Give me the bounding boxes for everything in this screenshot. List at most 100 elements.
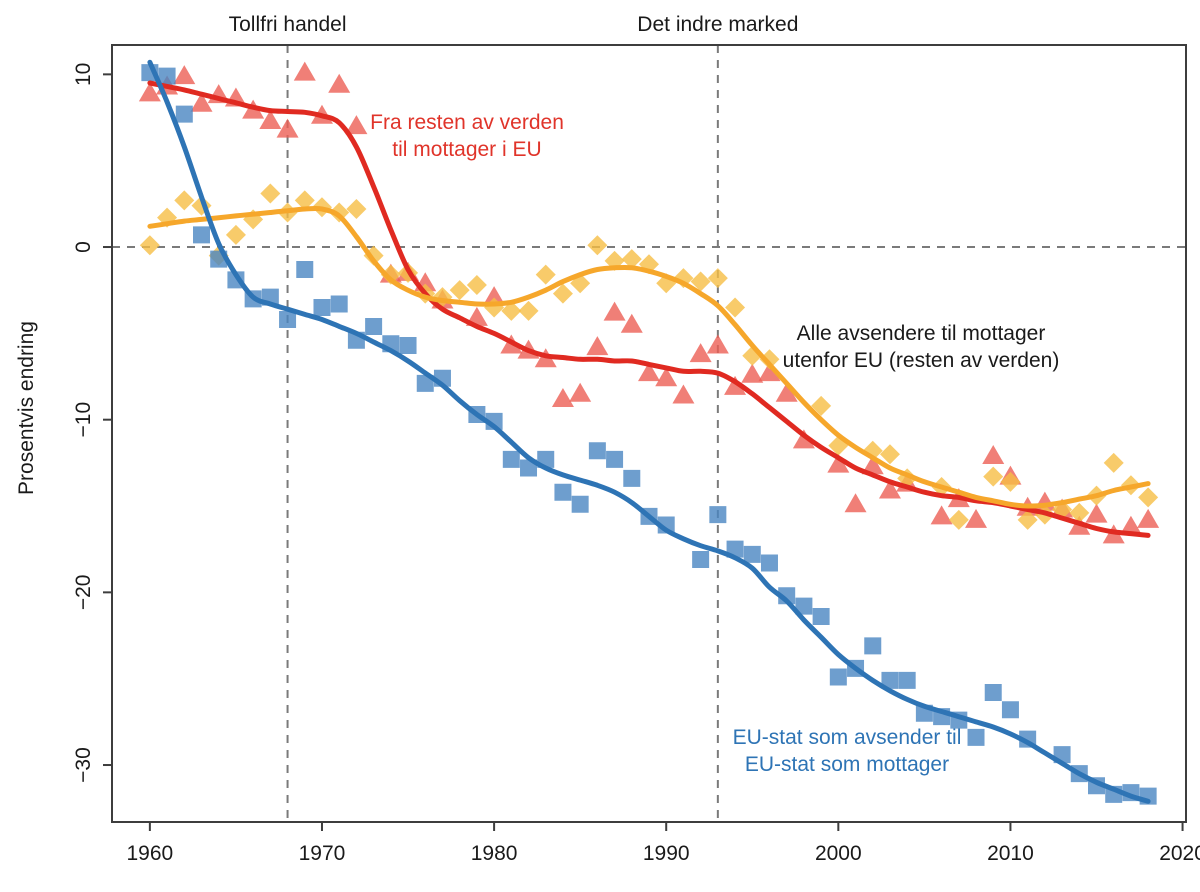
series-blue-point	[193, 226, 210, 244]
series-blue-point	[313, 298, 331, 316]
series-red-point	[827, 453, 850, 473]
series-red-point	[603, 301, 626, 321]
series-red-point	[724, 375, 747, 395]
series-yellow-point	[725, 297, 746, 318]
series-blue-point	[158, 67, 176, 85]
x-tick-label: 1960	[127, 842, 174, 865]
series-red-point	[689, 343, 712, 363]
series-yellow-point	[1138, 487, 1159, 508]
series-yellow-point	[1017, 509, 1038, 530]
y-tick-label: −20	[72, 575, 95, 611]
series-yellow-point	[811, 395, 832, 416]
series-yellow-point	[707, 268, 728, 289]
series-yellow-point	[552, 283, 573, 304]
series-blue-point	[898, 671, 916, 689]
series-yellow-point	[294, 190, 315, 211]
y-tick-label: −10	[72, 402, 95, 438]
series-red-point	[328, 73, 351, 93]
series-blue-point	[606, 450, 624, 468]
series-yellow-point	[690, 271, 711, 292]
series-blue-trend-line	[147, 59, 1151, 804]
series-blue-point	[520, 459, 538, 477]
series-blue-point	[365, 317, 383, 335]
series-label-blue: EU-stat som avsender til EU-stat som mot…	[733, 724, 962, 778]
series-yellow-point	[983, 466, 1004, 487]
series-label-red-line2: til mottager i EU	[392, 138, 542, 161]
series-label-blue-line1: EU-stat som avsender til	[732, 726, 962, 749]
series-blue-point	[795, 597, 813, 615]
series-yellow-point	[225, 224, 246, 245]
series-red-point	[276, 118, 299, 138]
series-yellow-point	[380, 264, 401, 285]
series-blue-point	[743, 545, 761, 563]
series-yellow-point	[948, 509, 969, 530]
series-blue-point	[330, 295, 348, 313]
series-yellow-point	[346, 199, 367, 220]
series-blue-point	[709, 506, 727, 524]
series-yellow-point	[759, 349, 780, 370]
series-blue-point	[279, 311, 297, 329]
series-blue-point	[399, 336, 417, 354]
event-label-det-indre-marked: Det indre marked	[637, 13, 799, 36]
series-yellow-point	[1069, 502, 1090, 523]
series-yellow-point	[621, 249, 642, 270]
series-blue-point	[967, 728, 985, 746]
series-yellow-point	[535, 264, 556, 285]
series-red-point	[551, 387, 574, 407]
series-yellow-point	[518, 300, 539, 321]
series-red-point	[758, 362, 781, 382]
series-blue-point	[984, 684, 1002, 701]
series-yellow-point	[1103, 452, 1124, 473]
series-red-point	[672, 384, 695, 404]
series-blue-point	[812, 608, 830, 626]
event-label-tollfri-handel: Tollfri handel	[228, 13, 347, 36]
series-label-yellow-line2: utenfor EU (resten av verden)	[782, 349, 1060, 372]
series-blue-point	[588, 442, 606, 460]
plot-border	[111, 44, 1187, 823]
x-tick-label: 2000	[815, 842, 862, 865]
series-red-point	[259, 109, 282, 129]
series-label-red: Fra resten av verden til mottager i EU	[370, 109, 564, 163]
series-red-point	[741, 363, 764, 383]
series-red-point	[173, 65, 196, 85]
series-yellow-point	[879, 444, 900, 465]
series-blue-point	[502, 450, 520, 468]
y-tick-label: 10	[72, 63, 95, 86]
series-red-trend-line	[147, 80, 1151, 538]
series-label-blue-line2: EU-stat som mottager	[744, 753, 950, 776]
series-yellow-point	[1000, 471, 1021, 492]
series-yellow-point	[174, 190, 195, 211]
x-tick-label: 1980	[471, 842, 518, 865]
series-yellow-point	[260, 183, 281, 204]
series-yellow-point	[449, 280, 470, 301]
series-red-point	[706, 334, 729, 354]
series-label-yellow-line1: Alle avsendere til mottager	[796, 322, 1046, 345]
series-blue-point	[881, 671, 899, 689]
series-blue-point	[571, 495, 589, 513]
series-red-point	[638, 362, 660, 382]
series-red-point	[586, 336, 609, 356]
series-red-point	[965, 508, 988, 528]
series-red-point	[620, 313, 643, 333]
series-red-point	[293, 61, 316, 81]
series-label-yellow: Alle avsendere til mottager utenfor EU (…	[783, 320, 1060, 374]
series-red-point	[844, 493, 867, 513]
series-red-point	[569, 382, 592, 402]
series-red-point	[861, 455, 884, 475]
series-blue-point	[829, 668, 847, 686]
series-yellow-point	[466, 275, 487, 296]
y-tick-label: 0	[72, 241, 95, 253]
series-red-point	[930, 505, 953, 525]
series-blue-point	[623, 469, 641, 487]
series-red-point	[775, 382, 798, 402]
x-tick-label: 1970	[299, 842, 346, 865]
series-yellow-point	[587, 235, 608, 256]
series-red-point	[792, 429, 815, 449]
y-tick-label: −30	[72, 747, 95, 783]
series-red-point	[1137, 508, 1160, 528]
series-red-point	[483, 286, 506, 306]
series-blue-point	[1001, 701, 1019, 719]
series-red-point	[345, 115, 368, 135]
